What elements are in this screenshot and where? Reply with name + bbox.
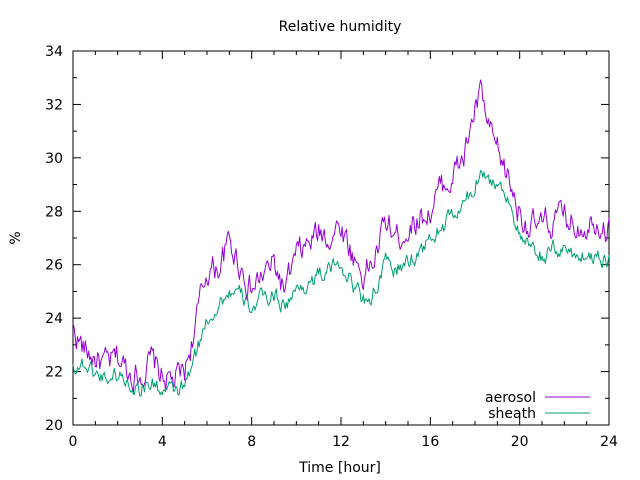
x-tick-label: 16 bbox=[421, 434, 439, 450]
x-tick-label: 4 bbox=[158, 434, 167, 450]
x-axis-ticks bbox=[72, 51, 610, 425]
y-tick-label: 28 bbox=[45, 204, 63, 220]
x-axis-tick-labels: 0 4 8 12 16 20 24 bbox=[69, 434, 618, 450]
series-line-aerosol bbox=[72, 79, 610, 394]
y-axis-tick-labels: 20 22 24 26 28 30 32 34 bbox=[45, 44, 63, 434]
y-tick-label: 30 bbox=[45, 151, 63, 167]
x-tick-label: 24 bbox=[600, 434, 618, 450]
x-tick-label: 12 bbox=[332, 434, 350, 450]
y-tick-label: 20 bbox=[45, 418, 63, 434]
x-tick-label: 0 bbox=[69, 434, 78, 450]
chart-title: Relative humidity bbox=[279, 19, 402, 35]
legend-label-aerosol: aerosol bbox=[485, 390, 536, 406]
x-tick-label: 20 bbox=[511, 434, 529, 450]
series-layer bbox=[72, 79, 610, 397]
x-tick-label: 8 bbox=[247, 434, 256, 450]
legend-label-sheath: sheath bbox=[488, 406, 536, 422]
x-axis-label: Time [hour] bbox=[298, 460, 381, 476]
y-axis-ticks bbox=[73, 50, 609, 426]
plot-frame bbox=[72, 50, 610, 426]
y-tick-label: 24 bbox=[45, 311, 63, 327]
y-tick-label: 26 bbox=[45, 258, 63, 274]
series-line-sheath bbox=[72, 169, 610, 397]
y-axis-label: % bbox=[8, 231, 24, 244]
y-tick-label: 34 bbox=[45, 44, 63, 60]
y-tick-label: 32 bbox=[45, 97, 63, 113]
y-tick-label: 22 bbox=[45, 365, 63, 381]
